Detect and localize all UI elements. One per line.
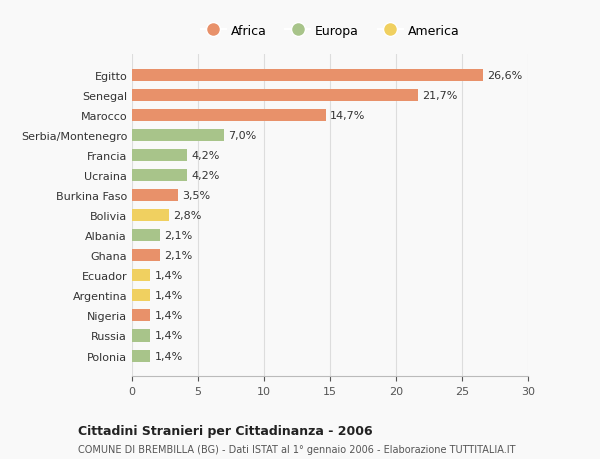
Legend: Africa, Europa, America: Africa, Europa, America xyxy=(196,20,464,43)
Text: Cittadini Stranieri per Cittadinanza - 2006: Cittadini Stranieri per Cittadinanza - 2… xyxy=(78,425,373,437)
Bar xyxy=(132,290,151,302)
Bar xyxy=(132,350,151,362)
Text: 4,2%: 4,2% xyxy=(191,151,220,161)
Text: 2,1%: 2,1% xyxy=(164,251,192,261)
Bar xyxy=(132,110,326,122)
Text: 1,4%: 1,4% xyxy=(154,271,182,281)
Bar xyxy=(132,170,187,182)
Bar xyxy=(132,250,160,262)
Bar xyxy=(132,90,418,102)
Text: 1,4%: 1,4% xyxy=(154,331,182,341)
Bar xyxy=(132,210,169,222)
Text: 3,5%: 3,5% xyxy=(182,191,210,201)
Bar xyxy=(132,70,483,82)
Bar xyxy=(132,310,151,322)
Bar xyxy=(132,330,151,342)
Text: 2,1%: 2,1% xyxy=(164,231,192,241)
Bar xyxy=(132,190,178,202)
Text: 14,7%: 14,7% xyxy=(330,111,365,121)
Text: 7,0%: 7,0% xyxy=(229,131,257,141)
Text: 26,6%: 26,6% xyxy=(487,71,523,81)
Text: 2,8%: 2,8% xyxy=(173,211,201,221)
Text: 4,2%: 4,2% xyxy=(191,171,220,181)
Bar xyxy=(132,230,160,242)
Bar xyxy=(132,130,224,142)
Bar xyxy=(132,270,151,282)
Bar xyxy=(132,150,187,162)
Text: 1,4%: 1,4% xyxy=(154,291,182,301)
Text: COMUNE DI BREMBILLA (BG) - Dati ISTAT al 1° gennaio 2006 - Elaborazione TUTTITAL: COMUNE DI BREMBILLA (BG) - Dati ISTAT al… xyxy=(78,444,515,454)
Text: 21,7%: 21,7% xyxy=(422,91,458,101)
Text: 1,4%: 1,4% xyxy=(154,311,182,321)
Text: 1,4%: 1,4% xyxy=(154,351,182,361)
